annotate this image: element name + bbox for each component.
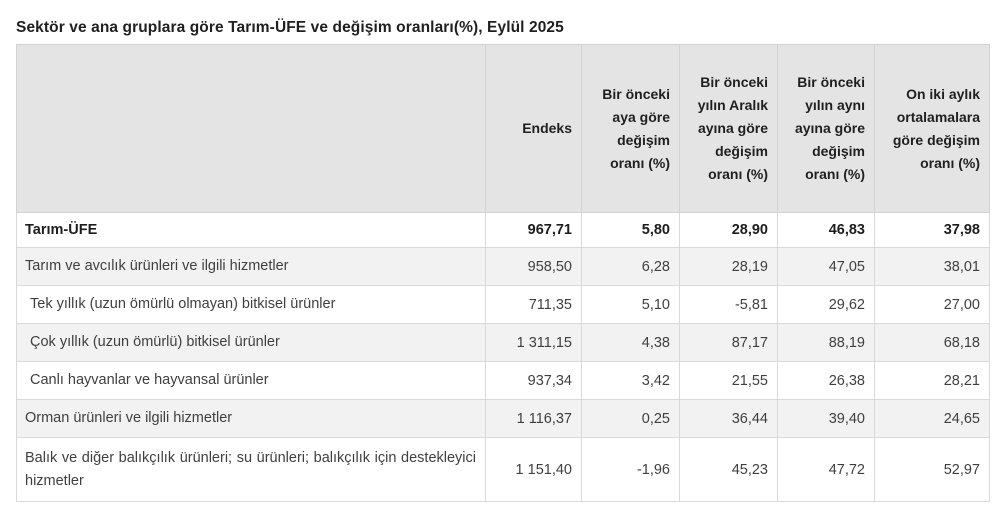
cell-since-december-change: 36,44 (679, 399, 778, 438)
cell-yearly-change: 47,05 (777, 247, 875, 286)
cell-twelve-month-avg-change: 37,98 (874, 212, 990, 248)
cell-since-december-change: 87,17 (679, 323, 778, 362)
col-header-monthly-change: Bir önceki aya göre değişim oranı (%) (581, 44, 680, 213)
row-label: Tarım-ÜFE (16, 212, 486, 248)
agri-ppi-table: Endeks Bir önceki aya göre değişim oranı… (16, 44, 990, 502)
row-label: Tek yıllık (uzun ömürlü olmayan) bitkise… (16, 285, 486, 324)
row-label: Balık ve diğer balıkçılık ürünleri; su ü… (16, 437, 486, 502)
cell-endeks: 937,34 (485, 361, 582, 400)
table-row-tarim-ufe: Tarım-ÜFE 967,71 5,80 28,90 46,83 37,98 (16, 212, 990, 248)
cell-endeks: 1 311,15 (485, 323, 582, 362)
cell-monthly-change: 5,80 (581, 212, 680, 248)
cell-yearly-change: 29,62 (777, 285, 875, 324)
cell-since-december-change: 28,90 (679, 212, 778, 248)
cell-monthly-change: 5,10 (581, 285, 680, 324)
row-label: Canlı hayvanlar ve hayvansal ürünler (16, 361, 486, 400)
col-header-twelve-month-avg-change: On iki aylık ortalamalara göre değişim o… (874, 44, 990, 213)
table-row-orman-urunleri: Orman ürünleri ve ilgili hizmetler 1 116… (16, 399, 990, 438)
cell-endeks: 1 116,37 (485, 399, 582, 438)
cell-yearly-change: 88,19 (777, 323, 875, 362)
cell-endeks: 958,50 (485, 247, 582, 286)
cell-yearly-change: 39,40 (777, 399, 875, 438)
table-row-tek-yillik: Tek yıllık (uzun ömürlü olmayan) bitkise… (16, 285, 990, 324)
cell-twelve-month-avg-change: 28,21 (874, 361, 990, 400)
cell-endeks: 1 151,40 (485, 437, 582, 502)
col-header-endeks: Endeks (485, 44, 582, 213)
cell-yearly-change: 47,72 (777, 437, 875, 502)
row-label: Çok yıllık (uzun ömürlü) bitkisel ürünle… (16, 323, 486, 362)
cell-twelve-month-avg-change: 24,65 (874, 399, 990, 438)
table-row-canli-hayvanlar: Canlı hayvanlar ve hayvansal ürünler 937… (16, 361, 990, 400)
cell-twelve-month-avg-change: 27,00 (874, 285, 990, 324)
cell-since-december-change: -5,81 (679, 285, 778, 324)
cell-since-december-change: 21,55 (679, 361, 778, 400)
table-row-balik: Balık ve diğer balıkçılık ürünleri; su ü… (16, 437, 990, 502)
cell-twelve-month-avg-change: 68,18 (874, 323, 990, 362)
cell-monthly-change: 6,28 (581, 247, 680, 286)
cell-endeks: 967,71 (485, 212, 582, 248)
cell-endeks: 711,35 (485, 285, 582, 324)
cell-since-december-change: 28,19 (679, 247, 778, 286)
page-title: Sektör ve ana gruplara göre Tarım-ÜFE ve… (16, 19, 564, 36)
cell-yearly-change: 26,38 (777, 361, 875, 400)
cell-yearly-change: 46,83 (777, 212, 875, 248)
col-header-empty (16, 44, 486, 213)
cell-twelve-month-avg-change: 52,97 (874, 437, 990, 502)
table-header-row: Endeks Bir önceki aya göre değişim oranı… (16, 44, 990, 213)
cell-monthly-change: 0,25 (581, 399, 680, 438)
cell-monthly-change: -1,96 (581, 437, 680, 502)
cell-since-december-change: 45,23 (679, 437, 778, 502)
cell-monthly-change: 4,38 (581, 323, 680, 362)
cell-monthly-change: 3,42 (581, 361, 680, 400)
cell-twelve-month-avg-change: 38,01 (874, 247, 990, 286)
row-label: Orman ürünleri ve ilgili hizmetler (16, 399, 486, 438)
table-row-tarim-avcilik: Tarım ve avcılık ürünleri ve ilgili hizm… (16, 247, 990, 286)
col-header-yearly-change: Bir önceki yılın aynı ayına göre değişim… (777, 44, 875, 213)
col-header-since-december-change: Bir önceki yılın Aralık ayına göre değiş… (679, 44, 778, 213)
table-row-cok-yillik: Çok yıllık (uzun ömürlü) bitkisel ürünle… (16, 323, 990, 362)
row-label: Tarım ve avcılık ürünleri ve ilgili hizm… (16, 247, 486, 286)
